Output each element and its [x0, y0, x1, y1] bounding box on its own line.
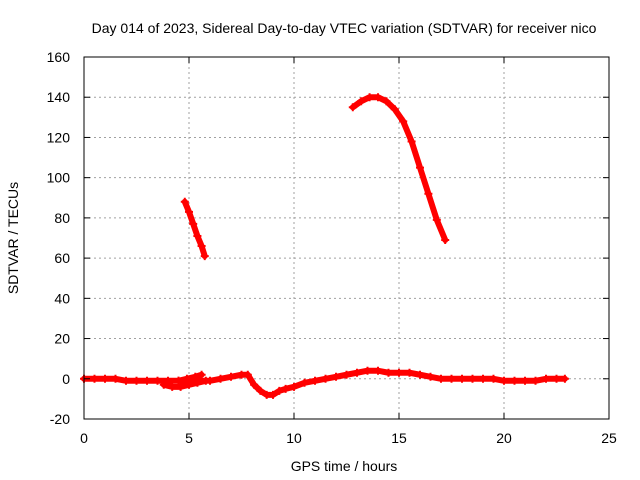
data-point: [321, 374, 330, 383]
data-point: [447, 374, 456, 383]
data-point: [353, 368, 361, 377]
data-point: [180, 197, 189, 206]
data-point: [143, 376, 151, 385]
series-arc-b: [348, 93, 450, 245]
y-tick-label: 0: [62, 371, 70, 387]
data-point: [348, 103, 357, 112]
data-point: [432, 215, 441, 224]
data-point: [311, 376, 319, 385]
y-tick-label: 20: [54, 331, 70, 347]
data-point: [510, 376, 519, 385]
data-point: [275, 386, 284, 395]
data-point: [290, 382, 298, 391]
data-point: [197, 242, 206, 251]
data-point: [416, 163, 424, 172]
data-point: [479, 374, 487, 383]
data-point: [500, 376, 508, 385]
data-point: [560, 374, 569, 383]
data-point: [243, 370, 252, 379]
data-point: [407, 137, 416, 146]
x-tick-label: 5: [185, 430, 193, 446]
series-arc-a: [180, 197, 209, 261]
data-point: [405, 368, 414, 377]
data-point: [542, 374, 550, 383]
data-point: [468, 374, 477, 383]
chart-title: Day 014 of 2023, Sidereal Day-to-day VTE…: [92, 20, 597, 36]
data-layer: [80, 93, 569, 399]
data-point: [531, 376, 540, 385]
y-tick-label: 60: [54, 250, 70, 266]
data-point: [363, 366, 372, 375]
x-tick-label: 20: [496, 430, 512, 446]
data-point: [174, 376, 183, 385]
plot-frame: [83, 56, 610, 420]
data-point: [426, 372, 435, 381]
data-point: [390, 105, 399, 114]
data-point: [122, 376, 130, 385]
x-tick-label: 15: [391, 430, 407, 446]
data-point: [201, 376, 210, 385]
data-point: [357, 97, 366, 106]
y-tick-label: 120: [47, 129, 71, 145]
data-point: [176, 382, 185, 391]
data-point: [193, 231, 202, 240]
data-point: [424, 189, 433, 198]
data-point: [189, 219, 198, 228]
data-point: [101, 374, 109, 383]
data-point: [185, 207, 193, 216]
data-point: [168, 382, 177, 391]
x-tick-label: 10: [286, 430, 302, 446]
data-point: [441, 236, 450, 245]
data-point: [193, 378, 202, 387]
data-point: [300, 378, 309, 387]
data-point: [399, 117, 408, 126]
data-point: [250, 380, 259, 389]
data-point: [365, 93, 374, 102]
data-point: [395, 368, 403, 377]
data-point: [489, 374, 498, 383]
data-point: [382, 97, 391, 106]
y-tick-label: 100: [47, 170, 71, 186]
data-point: [552, 374, 561, 383]
data-point: [384, 368, 393, 377]
data-point: [111, 374, 120, 383]
data-point: [458, 374, 466, 383]
x-tick-label: 25: [601, 430, 617, 446]
data-point: [342, 370, 351, 379]
data-point: [281, 384, 290, 393]
data-point: [185, 380, 193, 389]
y-tick-label: 40: [54, 290, 70, 306]
y-axis-label: SDTVAR / TECUs: [5, 182, 21, 294]
data-point: [197, 370, 206, 379]
data-point: [521, 376, 529, 385]
y-tick-label: 160: [47, 49, 71, 65]
y-tick-label: 140: [47, 89, 71, 105]
data-point: [200, 252, 209, 261]
data-point: [269, 390, 277, 399]
y-tick-label: -20: [50, 411, 70, 427]
data-point: [159, 380, 168, 389]
series-short-arc-1: [159, 376, 210, 391]
data-point: [227, 372, 235, 381]
data-point: [332, 372, 340, 381]
y-tick-label: 80: [54, 210, 70, 226]
data-point: [374, 93, 382, 102]
data-point: [256, 386, 265, 395]
x-axis-label: GPS time / hours: [291, 458, 398, 474]
data-point: [374, 366, 382, 375]
axis-layer: 0 5 10 15 20 25 -20 0 20 40 60 80 100 120 140 160: [47, 49, 617, 446]
x-tick-label: 0: [80, 430, 88, 446]
data-point: [182, 374, 191, 383]
data-point: [191, 372, 200, 381]
data-point: [153, 376, 162, 385]
data-point: [416, 370, 424, 379]
data-point: [132, 376, 141, 385]
series-short-arc-2: [174, 370, 206, 385]
data-point: [437, 374, 445, 383]
series-line: [175, 371, 205, 384]
data-point: [216, 374, 225, 383]
data-point: [90, 374, 99, 383]
